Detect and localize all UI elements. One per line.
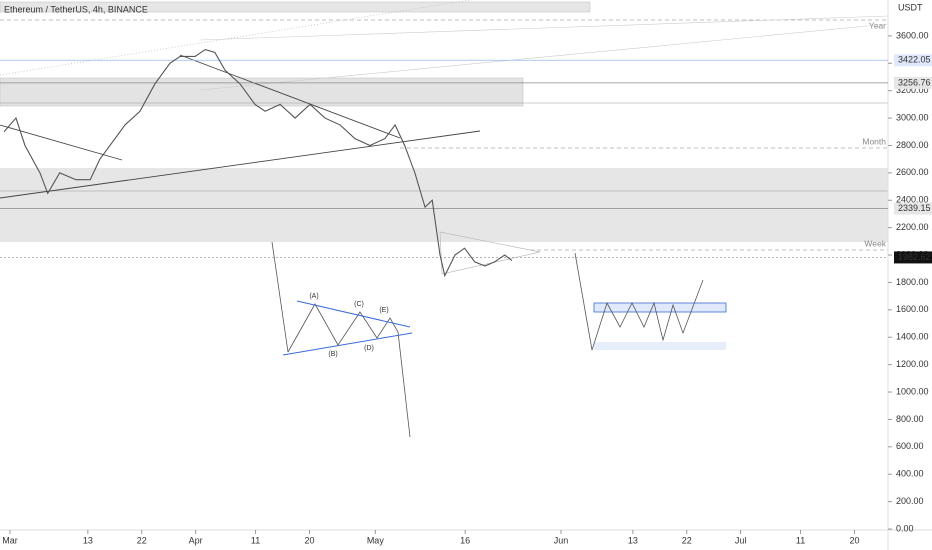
x-tick-label: Jul	[735, 535, 747, 545]
x-tick-label: 20	[849, 535, 859, 545]
sketch	[287, 303, 411, 438]
y-tick-label: 400.00	[896, 469, 924, 479]
x-tick-label: 16	[460, 535, 470, 545]
x-tick-label: 22	[137, 535, 147, 545]
y-tick-label: 1400.00	[896, 332, 929, 342]
price-line	[3, 48, 513, 278]
y-tick-label: 1200.00	[896, 359, 929, 369]
zone	[0, 1, 591, 13]
level-name: Month	[862, 136, 886, 146]
price-tag: 3256.76	[898, 77, 931, 87]
price-tag: 1982.62	[898, 252, 931, 262]
y-tick-label: 200.00	[896, 496, 924, 506]
zone	[0, 77, 524, 107]
annotation: (B)	[328, 351, 337, 358]
x-tick-label: May	[367, 535, 385, 545]
x-tick-label: 13	[83, 535, 93, 545]
annotation: (A)	[309, 293, 318, 300]
channel-line	[0, 0, 471, 76]
x-tick-label: 11	[796, 535, 805, 545]
price-tag-bg	[894, 251, 932, 264]
y-tick-label: 3000.00	[896, 112, 929, 122]
price-tag: 2339.15	[898, 203, 931, 213]
x-tick-label: 20	[304, 535, 314, 545]
y-tick-label: 600.00	[896, 441, 924, 451]
y-tick-label: 2800.00	[896, 140, 929, 150]
y-tick-label: 2200.00	[896, 222, 929, 232]
x-tick-label: 13	[628, 535, 638, 545]
price-tag-bg	[894, 202, 932, 215]
x-tick-label: Apr	[189, 535, 203, 545]
sketch-zone	[593, 302, 727, 313]
y-tick-label: 0.00	[896, 523, 914, 533]
axis-label: USDT	[898, 2, 923, 12]
x-tick-label: Mar	[2, 535, 18, 545]
y-tick-label: 3200.00	[896, 85, 929, 95]
y-tick-label: 1800.00	[896, 277, 929, 287]
annotation: (D)	[364, 345, 374, 352]
sketch-zone	[594, 342, 726, 350]
y-tick-label: 800.00	[896, 414, 924, 424]
trend-line	[179, 54, 401, 139]
annotation: (E)	[379, 307, 388, 314]
y-tick-label: 3600.00	[896, 30, 929, 40]
channel-line	[199, 15, 889, 41]
channel-line	[199, 23, 889, 91]
x-tick-label: 22	[682, 535, 692, 545]
y-tick-label: 2400.00	[896, 195, 929, 205]
sketch	[574, 252, 704, 351]
price-tag-bg	[894, 54, 932, 67]
trend-line	[0, 130, 481, 199]
y-tick-label: 1600.00	[896, 304, 929, 314]
sketch-line	[282, 332, 413, 356]
annotation: (C)	[354, 301, 364, 308]
zone	[0, 168, 888, 242]
x-tick-label: 11	[251, 535, 260, 545]
y-tick-label: 2600.00	[896, 167, 929, 177]
sketch-line	[296, 300, 411, 328]
price-tag-bg	[894, 76, 932, 89]
y-tick-label: 1000.00	[896, 386, 929, 396]
price-tag: 3422.05	[898, 55, 931, 65]
level-name: Week	[864, 238, 886, 248]
x-tick-label: Jun	[554, 535, 569, 545]
chart-title: Ethereum / TetherUS, 4h, BINANCE	[4, 4, 148, 14]
sketch	[271, 241, 289, 353]
